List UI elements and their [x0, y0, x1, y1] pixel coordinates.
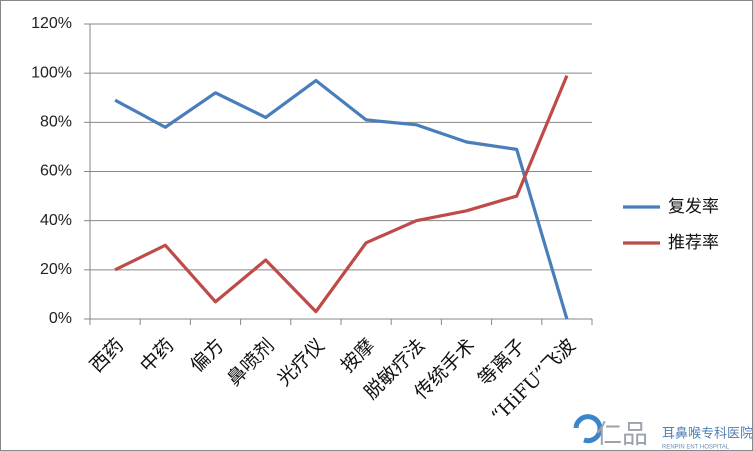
series-line: [114, 75, 569, 314]
watermark: 仁品 耳鼻喉专科医院 RENPIN ENT HOSPITAL: [573, 414, 753, 451]
y-tick-label: 120%: [31, 15, 72, 32]
watermark-name: 耳鼻喉专科医院: [662, 425, 753, 440]
legend-label: 复发率: [668, 197, 719, 217]
watermark-english: RENPIN ENT HOSPITAL: [662, 445, 730, 451]
watermark-brand: 仁品: [596, 419, 648, 449]
series-line: [114, 78, 569, 320]
y-tick-label: 0%: [49, 310, 72, 327]
y-tick-label: 40%: [40, 212, 72, 229]
y-tick-label: 80%: [40, 114, 72, 131]
y-tick-label: 20%: [40, 261, 72, 278]
legend-label: 推荐率: [668, 233, 719, 253]
y-tick-label: 60%: [40, 163, 72, 180]
logo: [573, 414, 603, 444]
y-tick-label: 100%: [31, 64, 72, 81]
